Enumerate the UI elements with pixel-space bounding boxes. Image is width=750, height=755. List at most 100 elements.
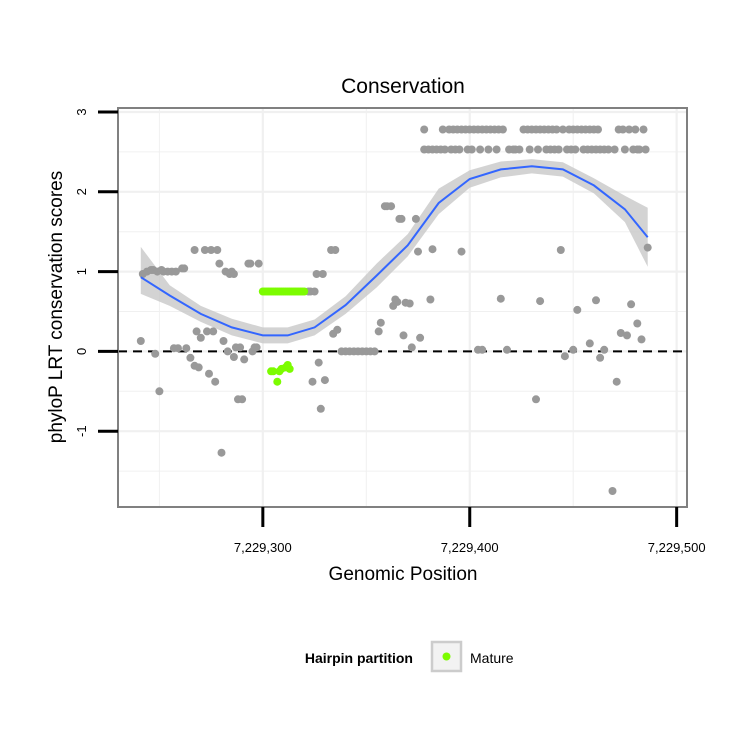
- data-point-score: [223, 347, 232, 356]
- data-point-score: [211, 377, 220, 386]
- y-tick-label: 1: [74, 268, 89, 275]
- data-point-score: [604, 145, 613, 154]
- data-point-score: [399, 331, 408, 340]
- data-point-score: [639, 125, 648, 134]
- data-point-score: [397, 214, 406, 223]
- data-point-score: [411, 214, 420, 223]
- data-point-score: [213, 246, 222, 254]
- data-point-score: [641, 145, 650, 154]
- data-point-score: [476, 145, 485, 154]
- data-point-score: [171, 267, 180, 276]
- data-point-score: [552, 125, 561, 134]
- data-point-score: [457, 247, 466, 256]
- data-point-score: [205, 369, 213, 378]
- data-point-score: [478, 345, 487, 354]
- data-point-score: [496, 294, 505, 303]
- data-point-score: [416, 333, 425, 342]
- data-point-score: [610, 145, 619, 154]
- data-point-score: [331, 246, 340, 254]
- data-point-score: [438, 125, 447, 134]
- data-point-score: [229, 270, 238, 278]
- data-point-score: [536, 297, 545, 306]
- data-point-score: [573, 305, 582, 314]
- data-point-score: [308, 377, 317, 386]
- data-point-score: [620, 145, 629, 154]
- x-tick-label: 7,229,300: [234, 540, 292, 555]
- data-point-score: [316, 404, 325, 413]
- data-point-score: [503, 345, 511, 354]
- data-point-score: [219, 337, 228, 345]
- data-point-score: [616, 329, 625, 337]
- data-point-mature: [273, 377, 282, 386]
- data-point-score: [534, 145, 542, 154]
- data-point-score: [207, 246, 216, 254]
- data-point-score: [236, 343, 245, 352]
- data-point-score: [633, 319, 642, 328]
- data-point-score: [600, 345, 609, 354]
- data-point-score: [571, 145, 580, 154]
- data-point-score: [558, 125, 567, 134]
- y-tick-label: 3: [74, 108, 89, 115]
- data-point-score: [592, 296, 600, 305]
- data-point-score: [238, 395, 247, 404]
- data-point-score: [320, 376, 329, 385]
- plot-panel: [118, 108, 687, 507]
- smooth-trend-line: [140, 165, 649, 337]
- data-point-score: [246, 259, 255, 268]
- data-point-score: [594, 125, 602, 134]
- data-point-score: [155, 387, 164, 396]
- data-point-score: [405, 299, 414, 308]
- x-tick-label: 7,229,500: [648, 540, 706, 555]
- data-point-score: [374, 327, 383, 336]
- data-point-score: [393, 297, 402, 306]
- data-point-score: [387, 202, 396, 211]
- data-point-score: [240, 355, 249, 364]
- data-point-score: [414, 247, 422, 256]
- legend-label-mature: Mature: [470, 650, 514, 666]
- data-point-score: [440, 145, 449, 154]
- data-point-score: [623, 331, 631, 340]
- data-point-score: [420, 125, 429, 134]
- data-point-score: [190, 246, 199, 254]
- data-point-score: [560, 352, 569, 361]
- data-point-score: [467, 145, 476, 154]
- data-point-score: [254, 259, 263, 268]
- data-point-score: [631, 125, 640, 134]
- data-point-score: [318, 270, 327, 278]
- data-point-score: [209, 327, 218, 336]
- plot-panel-border: [117, 107, 688, 508]
- data-point-score: [215, 259, 224, 268]
- x-axis-title: Genomic Position: [329, 564, 478, 585]
- data-point-score: [314, 358, 323, 367]
- data-point-score: [612, 377, 621, 386]
- data-point-score: [585, 339, 594, 348]
- data-point-score: [186, 353, 195, 362]
- data-point-score: [426, 295, 435, 304]
- legend-title: Hairpin partition: [305, 650, 413, 666]
- data-point-score: [525, 145, 534, 154]
- y-tick-label: 2: [74, 188, 89, 195]
- data-point-score: [174, 344, 182, 353]
- y-tick-label: -1: [74, 425, 89, 437]
- smooth-confidence-ribbon: [140, 159, 648, 344]
- data-point-score: [151, 349, 160, 358]
- data-point-score: [484, 145, 493, 154]
- data-point-score: [608, 487, 617, 495]
- data-point-score: [492, 145, 501, 154]
- data-point-score: [252, 343, 261, 352]
- data-point-score: [182, 344, 191, 353]
- x-tick-label: 7,229,400: [441, 540, 499, 555]
- data-point-score: [203, 327, 211, 336]
- data-point-score: [637, 335, 646, 344]
- data-point-score: [194, 363, 203, 372]
- data-point-score: [310, 287, 319, 296]
- data-point-score: [200, 246, 209, 254]
- data-point-score: [554, 145, 563, 154]
- data-point-score: [192, 327, 201, 336]
- y-tick-label: 0: [74, 348, 89, 355]
- data-point-score: [428, 245, 437, 254]
- data-point-score: [596, 353, 605, 362]
- data-point-score: [407, 343, 416, 352]
